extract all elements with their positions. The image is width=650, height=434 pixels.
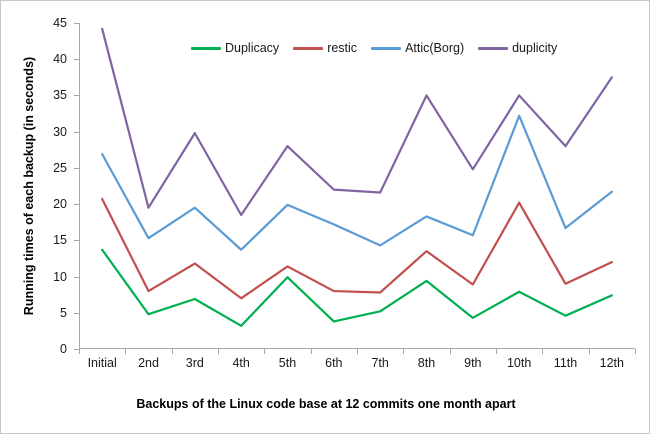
x-axis-tick-label: 11th bbox=[553, 356, 578, 370]
series-line-duplicacy bbox=[101, 248, 613, 327]
line-swatch-purple bbox=[478, 46, 509, 50]
x-axis-tick-mark bbox=[125, 349, 127, 354]
legend-item-duplicity[interactable]: duplicity bbox=[478, 41, 557, 55]
legend-item-duplicacy[interactable]: Duplicacy bbox=[191, 41, 279, 55]
x-axis-tick-label: 6th bbox=[325, 356, 343, 370]
x-axis-tick-label: 2nd bbox=[138, 356, 159, 370]
legend-item-restic[interactable]: restic bbox=[293, 41, 357, 55]
x-axis-tick-label: 7th bbox=[371, 356, 389, 370]
line-swatch-green bbox=[191, 46, 221, 50]
y-axis-tick-label: 30 bbox=[53, 124, 67, 139]
plot-area bbox=[79, 23, 635, 349]
x-axis-tick-mark bbox=[171, 349, 173, 354]
x-axis-title: Backups of the Linux code base at 12 com… bbox=[136, 397, 516, 411]
y-axis-tick-label: 5 bbox=[60, 305, 67, 320]
y-axis-tick-mark bbox=[74, 349, 79, 350]
x-axis-tick-mark bbox=[496, 349, 497, 354]
line-swatch-blue bbox=[371, 46, 402, 50]
x-axis-tick-label: 5th bbox=[278, 356, 297, 370]
y-axis-tick-label: 10 bbox=[53, 269, 67, 284]
x-axis-tick-mark bbox=[588, 349, 590, 354]
x-axis-tick-mark bbox=[542, 349, 544, 354]
y-axis-tick-label: 20 bbox=[53, 197, 67, 212]
x-axis-tick-label: 10th bbox=[506, 356, 532, 370]
x-axis-tick-label: Initial bbox=[87, 356, 117, 370]
legend-item-attic-borg[interactable]: Attic(Borg) bbox=[371, 41, 464, 55]
x-axis-tick-mark bbox=[449, 349, 451, 354]
y-axis-tick-label: 15 bbox=[53, 233, 67, 248]
legend-item-label: restic bbox=[327, 41, 358, 55]
series-line-restic bbox=[101, 197, 613, 300]
x-axis-tick-label: 8th bbox=[417, 356, 436, 370]
x-axis-tick-mark bbox=[218, 349, 219, 354]
y-axis-tick-label: 35 bbox=[53, 88, 67, 103]
x-axis-tick-mark bbox=[357, 349, 358, 354]
y-axis-tick-label: 40 bbox=[53, 52, 67, 67]
y-axis-title: Running times of each backup (in seconds… bbox=[22, 56, 36, 316]
series-line-duplicity bbox=[101, 27, 613, 217]
y-axis-tick-mark bbox=[74, 95, 79, 97]
y-axis-tick-mark bbox=[74, 276, 79, 278]
y-axis-tick-mark bbox=[74, 204, 79, 206]
x-axis-tick-mark bbox=[264, 349, 266, 354]
chart-legend: Duplicacy restic Attic(Borg) duplicity bbox=[191, 41, 557, 55]
y-axis-tick-mark bbox=[74, 59, 79, 61]
y-axis-tick-mark bbox=[74, 131, 79, 133]
line-swatch-red bbox=[293, 46, 324, 50]
legend-item-label: duplicity bbox=[512, 41, 558, 55]
x-axis-tick-mark bbox=[79, 349, 80, 354]
y-axis-tick-label: 45 bbox=[53, 16, 67, 30]
y-axis-tick-mark bbox=[74, 167, 79, 169]
legend-item-label: Attic(Borg) bbox=[405, 41, 465, 55]
x-axis-tick-label: 9th bbox=[464, 356, 482, 370]
y-axis-tick-mark bbox=[74, 312, 79, 314]
x-axis-tick-mark bbox=[310, 349, 312, 354]
series-line-attic-borg bbox=[101, 114, 613, 251]
y-axis-tick-labels: 0 5 10 15 20 25 30 35 40 45 bbox=[37, 1, 73, 433]
x-axis-tick-label: 4th bbox=[232, 356, 250, 370]
series-lines bbox=[101, 27, 613, 327]
x-axis-tick-mark bbox=[403, 349, 405, 354]
x-axis-tick-label: 3rd bbox=[185, 356, 204, 370]
y-axis-tick-mark bbox=[74, 240, 79, 242]
x-axis-tick-label: 12th bbox=[599, 356, 624, 370]
x-axis-tick-mark bbox=[635, 349, 636, 354]
y-axis-tick-label: 25 bbox=[53, 160, 67, 175]
legend-item-label: Duplicacy bbox=[225, 41, 280, 55]
y-axis-tick-mark bbox=[74, 23, 79, 24]
y-axis-tick-label: 0 bbox=[60, 342, 67, 356]
